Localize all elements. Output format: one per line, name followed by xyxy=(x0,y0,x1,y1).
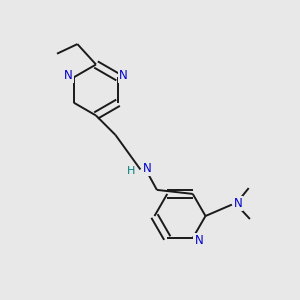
Text: N: N xyxy=(64,69,73,82)
Text: N: N xyxy=(119,69,128,82)
Text: N: N xyxy=(233,197,242,210)
Text: N: N xyxy=(142,162,152,175)
Text: H: H xyxy=(127,166,136,176)
Text: N: N xyxy=(194,234,203,247)
